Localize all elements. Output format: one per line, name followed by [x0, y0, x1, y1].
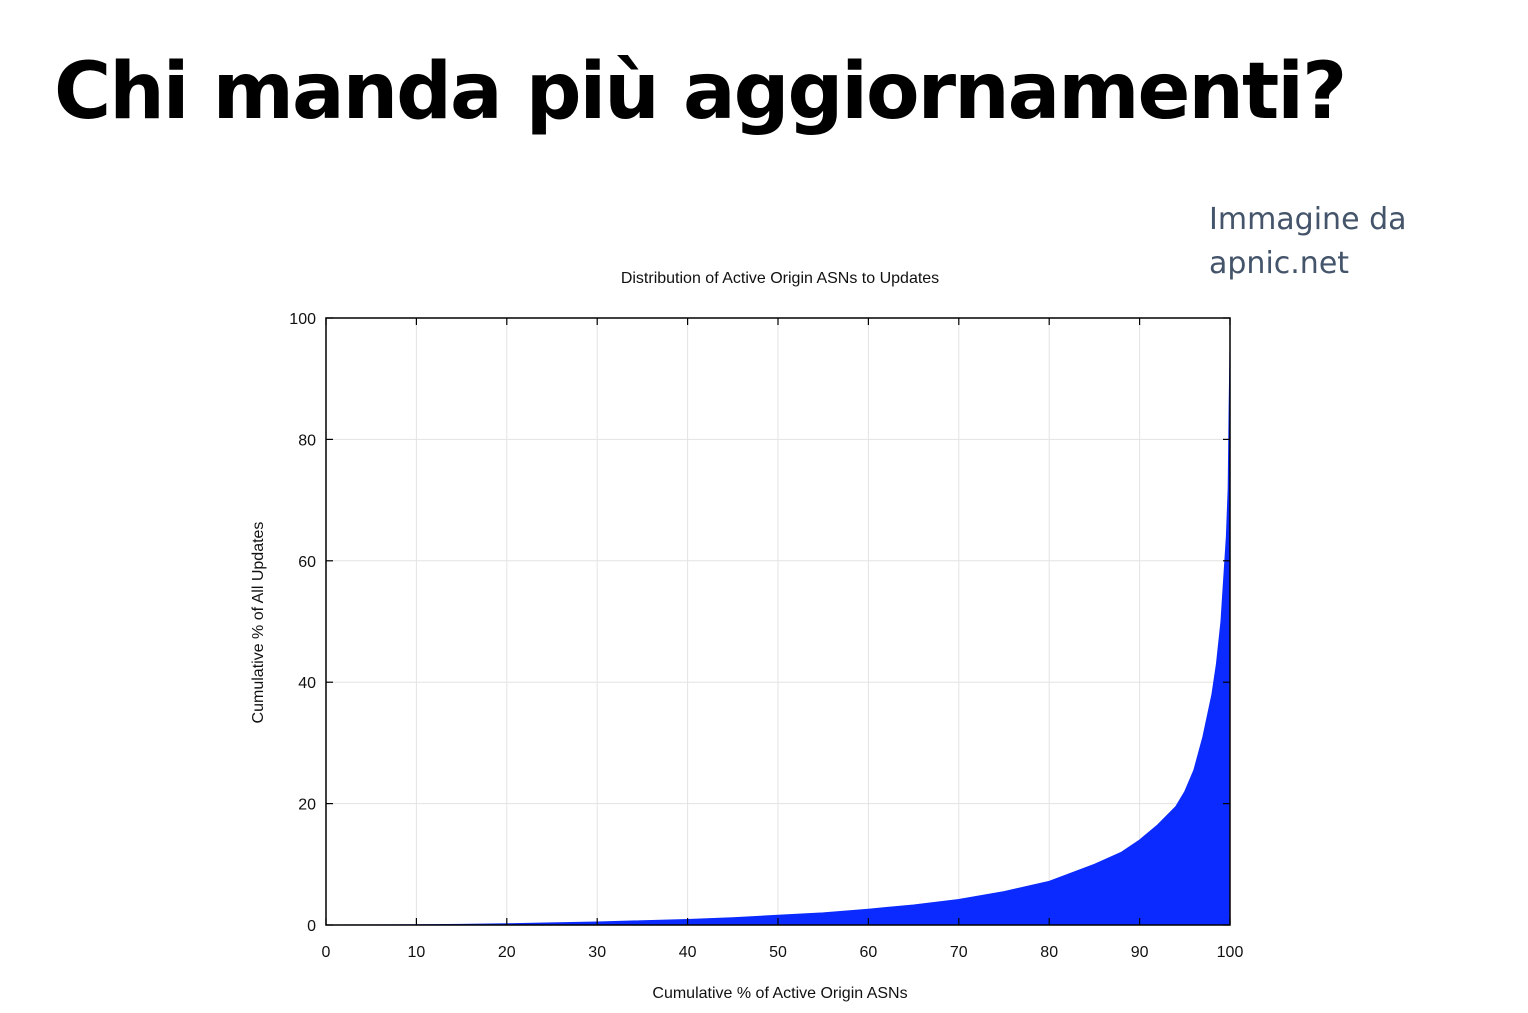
credit-line-1: Immagine da — [1209, 202, 1407, 237]
x-tick-label: 40 — [679, 944, 697, 961]
x-tick-label: 70 — [950, 944, 968, 961]
y-tick-label: 80 — [298, 432, 316, 449]
x-tick-label: 90 — [1131, 944, 1149, 961]
y-axis-label: Cumulative % of All Updates — [250, 522, 267, 724]
y-tick-label: 20 — [298, 797, 316, 814]
credit-line-2: apnic.net — [1209, 246, 1350, 281]
series-area — [325, 348, 1231, 926]
y-tick-label: 100 — [289, 311, 316, 328]
x-tick-label: 50 — [769, 944, 787, 961]
x-tick-label: 80 — [1040, 944, 1058, 961]
x-axis-label: Cumulative % of Active Origin ASNs — [652, 985, 907, 1002]
x-tick-label: 60 — [860, 944, 878, 961]
y-tick-label: 0 — [307, 918, 316, 935]
image-credit: Immagine da apnic.net — [1209, 198, 1407, 286]
x-tick-label: 10 — [408, 944, 426, 961]
y-tick-label: 60 — [298, 554, 316, 571]
x-tick-label: 20 — [498, 944, 516, 961]
axis-ticks: 0 10 20 30 40 50 60 70 80 90 100 0 20 40 60 80 100 — [289, 311, 1243, 961]
x-tick-label: 100 — [1217, 944, 1244, 961]
x-tick-label: 30 — [588, 944, 606, 961]
chart-title: Distribution of Active Origin ASNs to Up… — [621, 270, 939, 287]
y-tick-label: 40 — [298, 675, 316, 692]
x-tick-label: 0 — [322, 944, 331, 961]
grid — [326, 318, 1230, 925]
slide-title: Chi manda più aggiornamenti? — [54, 47, 1347, 137]
